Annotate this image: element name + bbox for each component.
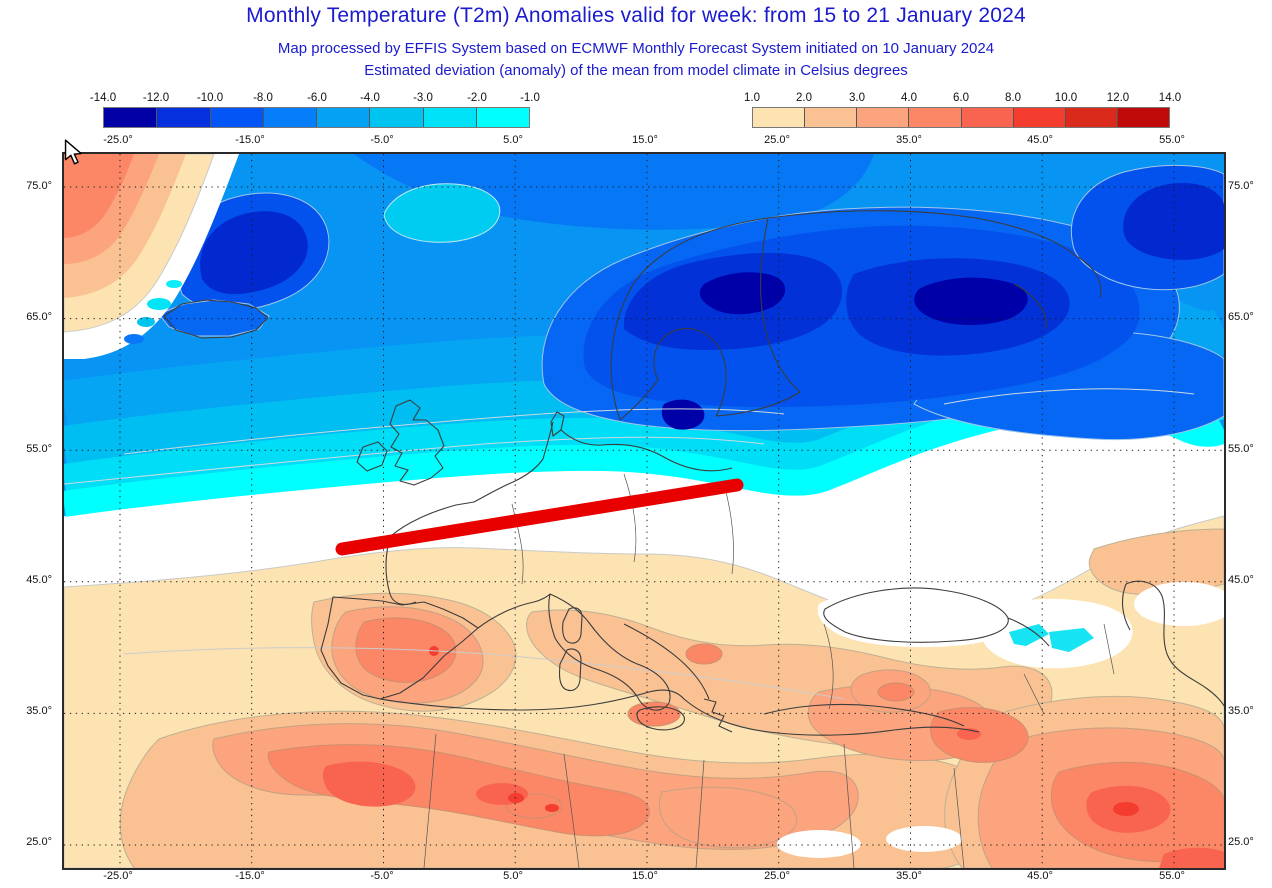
axis-bottom-longitude-labels: -25.0° -15.0° -5.0° 5.0° 15.0° 25.0° 35.… (0, 870, 1272, 883)
legend-tick: -3.0 (413, 92, 433, 104)
legend-color-cell (753, 108, 806, 127)
legend-color-cell (1065, 108, 1118, 127)
legend-color-cell (157, 108, 211, 127)
legend-tick: 8.0 (1005, 92, 1021, 104)
anomaly-map-canvas[interactable] (62, 152, 1226, 870)
legend-tick: -8.0 (253, 92, 273, 104)
legend-color-cell (476, 108, 529, 127)
legend-positive-colorbar (752, 107, 1170, 128)
axis-label: 45.0° (1228, 574, 1254, 586)
axis-label: 35.0° (26, 705, 52, 717)
anomaly-map-svg (64, 154, 1224, 868)
axis-label: 45.0° (1027, 870, 1053, 882)
legend-tick: -6.0 (307, 92, 327, 104)
axis-label: 25.0° (764, 870, 790, 882)
axis-top-longitude-labels: -25.0° -15.0° -5.0° 5.0° 15.0° 25.0° 35.… (0, 134, 1272, 147)
legend-tick: 3.0 (849, 92, 865, 104)
annotation-line[interactable] (335, 478, 744, 556)
axis-label: 35.0° (896, 870, 922, 882)
legend-tick: 1.0 (744, 92, 760, 104)
axis-label: 45.0° (1027, 134, 1053, 146)
legend-color-cell (370, 108, 424, 127)
legend-negative-colorbar (103, 107, 530, 128)
axis-label: 55.0° (26, 443, 52, 455)
legend-tick: 14.0 (1158, 92, 1182, 104)
axis-label: 25.0° (1228, 836, 1254, 848)
axis-label: -5.0° (370, 134, 394, 146)
axis-label: 55.0° (1159, 870, 1185, 882)
legend-color-cell (1013, 108, 1066, 127)
axis-label: 5.0° (503, 134, 523, 146)
legend-color-cell (423, 108, 477, 127)
axis-label: 65.0° (1228, 311, 1254, 323)
axis-label: -25.0° (103, 134, 133, 146)
axis-label: 35.0° (1228, 705, 1254, 717)
legend-tick: -2.0 (467, 92, 487, 104)
legend-tick: 12.0 (1106, 92, 1130, 104)
legend-tick: 10.0 (1054, 92, 1078, 104)
legend-tick: -12.0 (142, 92, 170, 104)
legend-color-cell (1117, 108, 1169, 127)
legend-color-cell (263, 108, 317, 127)
axis-label: 65.0° (26, 311, 52, 323)
legend-color-cell (961, 108, 1014, 127)
greenland-warm-corner (64, 154, 239, 359)
axis-label: 25.0° (26, 836, 52, 848)
warm-anomaly-field (64, 515, 1224, 868)
axis-label: -5.0° (370, 870, 394, 882)
legend-tick: -4.0 (360, 92, 380, 104)
axis-label: 55.0° (1228, 443, 1254, 455)
axis-label: 75.0° (26, 180, 52, 192)
coastlines (163, 210, 1224, 736)
legend-color-cell (317, 108, 371, 127)
legend-tick: 2.0 (796, 92, 812, 104)
legend-tick: -1.0 (520, 92, 540, 104)
axis-label: -25.0° (103, 870, 133, 882)
legend-color-cell (210, 108, 264, 127)
axis-label: 25.0° (764, 134, 790, 146)
axis-label: 55.0° (1159, 134, 1185, 146)
axis-label: 75.0° (1228, 180, 1254, 192)
cold-anomaly-field (64, 154, 1224, 517)
axis-label: -15.0° (235, 870, 265, 882)
legend-color-cell (805, 108, 858, 127)
legend-tick: 4.0 (901, 92, 917, 104)
legend-positive-ticks: 1.0 2.0 3.0 4.0 6.0 8.0 10.0 12.0 14.0 (744, 92, 1181, 105)
axis-label: 15.0° (632, 870, 658, 882)
legend-color-cell (857, 108, 910, 127)
country-borders (423, 473, 1115, 868)
legend-color-cell (909, 108, 962, 127)
subtitle-processing: Map processed by EFFIS System based on E… (277, 40, 995, 57)
legend-negative-ticks: -14.0 -12.0 -10.0 -8.0 -6.0 -4.0 -3.0 -2… (90, 92, 540, 105)
legend-tick: -10.0 (196, 92, 224, 104)
legend-tick: -14.0 (89, 92, 117, 104)
axis-label: 45.0° (26, 574, 52, 586)
page-title: Monthly Temperature (T2m) Anomalies vali… (246, 4, 1026, 27)
axis-label: -15.0° (235, 134, 265, 146)
legend-color-cell (104, 108, 158, 127)
axis-label: 15.0° (632, 134, 658, 146)
axis-label: 5.0° (503, 870, 523, 882)
subtitle-description: Estimated deviation (anomaly) of the mea… (364, 62, 908, 79)
legend-tick: 6.0 (953, 92, 969, 104)
axis-label: 35.0° (896, 134, 922, 146)
